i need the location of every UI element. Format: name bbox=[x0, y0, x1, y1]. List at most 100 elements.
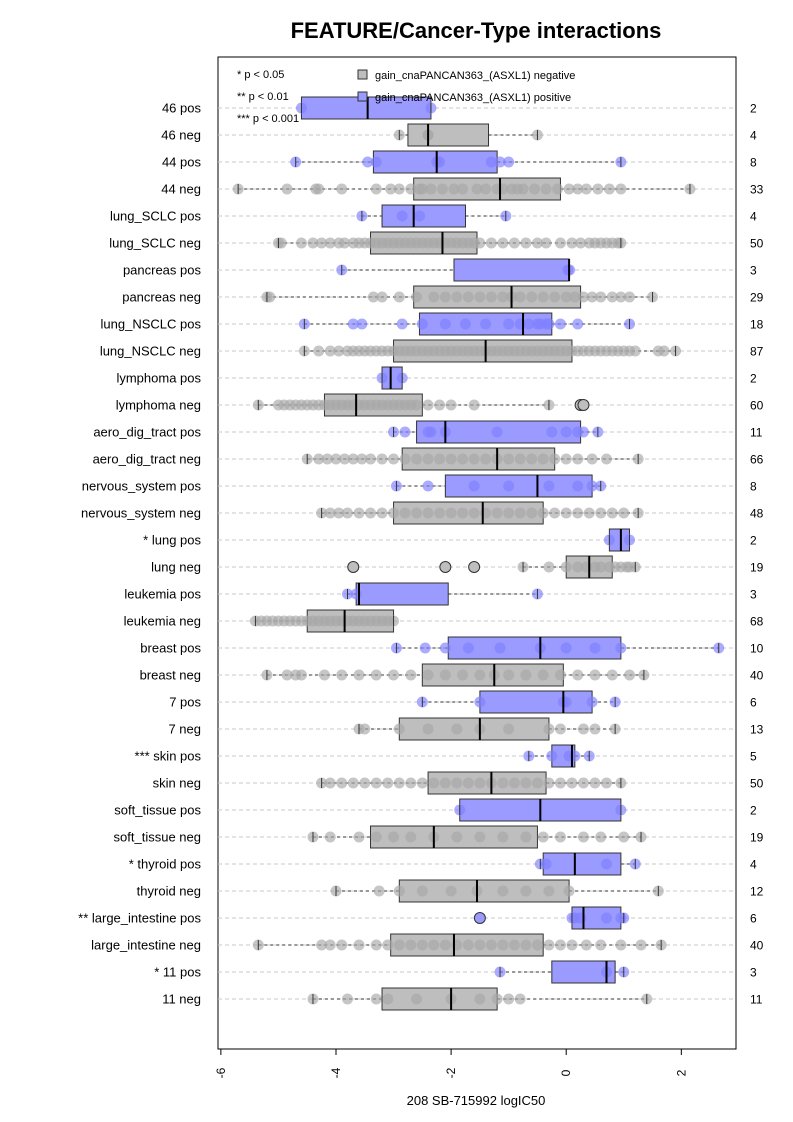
data-point bbox=[324, 831, 336, 843]
data-point bbox=[405, 831, 417, 843]
data-point bbox=[359, 777, 371, 789]
data-point bbox=[336, 939, 348, 951]
data-point bbox=[537, 831, 549, 843]
data-point bbox=[353, 939, 365, 951]
count-label: 60 bbox=[750, 399, 764, 413]
data-point bbox=[546, 426, 558, 438]
data-point bbox=[537, 453, 549, 465]
data-point bbox=[474, 237, 486, 249]
row-label: lung_NSCLC pos bbox=[101, 317, 202, 332]
data-point bbox=[514, 291, 526, 303]
row-label: *** skin pos bbox=[135, 749, 202, 764]
data-point bbox=[422, 507, 434, 519]
data-point bbox=[543, 318, 555, 330]
data-point bbox=[572, 561, 584, 573]
data-point bbox=[572, 318, 584, 330]
data-point bbox=[586, 696, 598, 708]
data-point bbox=[416, 183, 428, 195]
chart-title: FEATURE/Cancer-Type interactions bbox=[291, 18, 662, 43]
row-label: lymphoma neg bbox=[116, 398, 201, 413]
data-point bbox=[554, 318, 566, 330]
data-point bbox=[382, 777, 394, 789]
legend-entry: gain_cnaPANCAN363_(ASXL1) negative bbox=[375, 70, 575, 82]
data-point bbox=[439, 318, 451, 330]
data-point bbox=[503, 453, 515, 465]
box-group bbox=[290, 150, 627, 174]
row-label: pancreas neg bbox=[122, 290, 201, 305]
count-label: 3 bbox=[750, 264, 757, 278]
row-label: * lung pos bbox=[143, 533, 201, 548]
data-point bbox=[549, 507, 561, 519]
box-group bbox=[523, 744, 595, 768]
group-legend: gain_cnaPANCAN363_(ASXL1) negative gain_c… bbox=[357, 69, 575, 104]
data-point bbox=[313, 453, 325, 465]
box-group bbox=[298, 339, 682, 363]
row-label: lung neg bbox=[151, 560, 201, 575]
count-label: 33 bbox=[750, 183, 764, 197]
box-group bbox=[388, 420, 604, 444]
count-label: 8 bbox=[750, 156, 757, 170]
count-label: 10 bbox=[750, 642, 764, 656]
box-group bbox=[307, 987, 653, 1011]
count-label: 5 bbox=[750, 750, 757, 764]
box bbox=[407, 123, 490, 147]
x-tick-label: 2 bbox=[674, 1069, 688, 1076]
data-point bbox=[549, 291, 561, 303]
box-group bbox=[416, 690, 621, 714]
data-point bbox=[572, 453, 584, 465]
count-label: 11 bbox=[750, 993, 763, 1007]
row-label: * 11 pos bbox=[154, 965, 201, 980]
data-point bbox=[434, 507, 446, 519]
data-point bbox=[615, 642, 627, 654]
data-point bbox=[526, 507, 538, 519]
data-point bbox=[503, 507, 515, 519]
data-point bbox=[388, 669, 400, 681]
data-point bbox=[577, 426, 589, 438]
data-point bbox=[318, 669, 330, 681]
legend-swatch bbox=[357, 91, 368, 102]
data-point bbox=[457, 183, 469, 195]
data-point bbox=[422, 399, 434, 411]
data-point bbox=[560, 291, 572, 303]
data-point bbox=[592, 183, 604, 195]
row-label: 7 pos bbox=[169, 695, 201, 710]
data-point bbox=[503, 993, 515, 1005]
data-point bbox=[508, 237, 520, 249]
data-point bbox=[356, 453, 368, 465]
data-point bbox=[388, 453, 400, 465]
data-point bbox=[370, 183, 382, 195]
row-label: 44 neg bbox=[161, 182, 201, 197]
data-point bbox=[577, 777, 589, 789]
count-label: 8 bbox=[750, 480, 757, 494]
data-point bbox=[554, 669, 566, 681]
data-point bbox=[451, 831, 463, 843]
data-point bbox=[526, 291, 538, 303]
count-label: 40 bbox=[750, 939, 764, 953]
data-point bbox=[566, 777, 578, 789]
data-point bbox=[462, 291, 474, 303]
row-label: ** large_intestine pos bbox=[78, 911, 201, 926]
data-point bbox=[635, 939, 647, 951]
box-group bbox=[473, 906, 630, 930]
data-point bbox=[497, 885, 509, 897]
data-point bbox=[468, 507, 480, 519]
data-point bbox=[367, 291, 379, 303]
box-group bbox=[347, 555, 641, 579]
data-point bbox=[520, 885, 532, 897]
data-point bbox=[508, 939, 520, 951]
box bbox=[479, 690, 593, 714]
data-point bbox=[508, 777, 520, 789]
data-point bbox=[313, 183, 325, 195]
count-label: 11 bbox=[750, 426, 763, 440]
data-point bbox=[480, 453, 492, 465]
data-point bbox=[497, 237, 509, 249]
data-point bbox=[474, 669, 486, 681]
row-label: lung_NSCLC neg bbox=[100, 344, 201, 359]
count-label: 68 bbox=[750, 615, 764, 629]
box bbox=[551, 960, 616, 984]
count-label: 19 bbox=[750, 831, 764, 845]
data-point bbox=[347, 777, 359, 789]
data-point bbox=[552, 183, 564, 195]
x-axis-label: 208 SB-715992 logIC50 bbox=[407, 1093, 546, 1108]
data-point bbox=[543, 561, 555, 573]
